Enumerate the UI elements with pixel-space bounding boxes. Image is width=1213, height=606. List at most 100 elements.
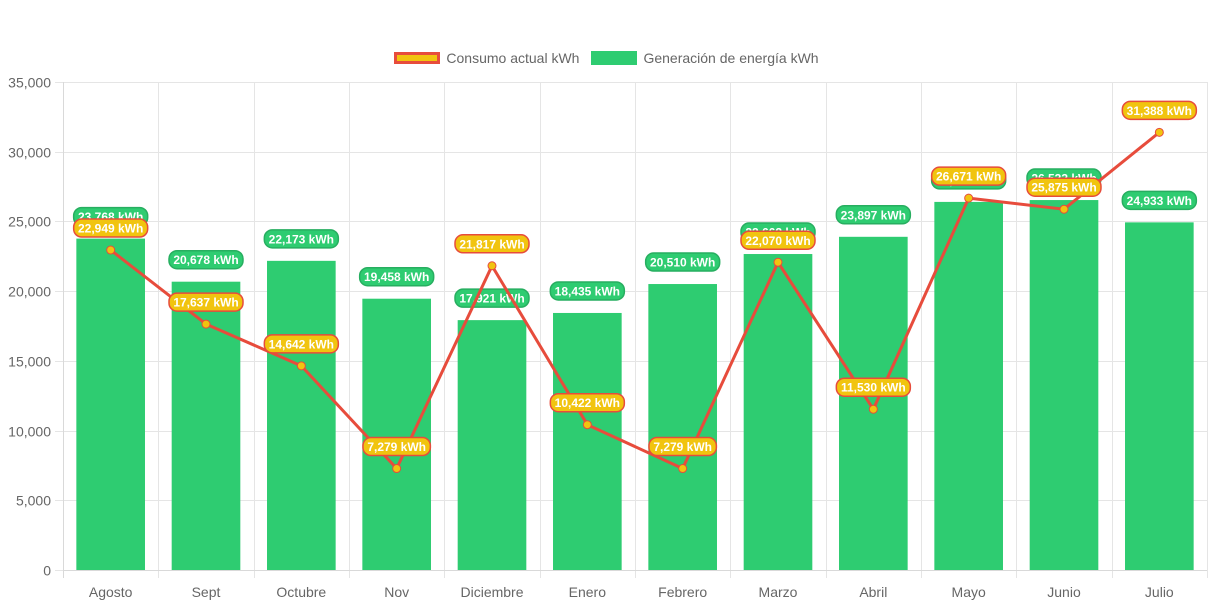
point-consumo bbox=[678, 464, 688, 474]
legend-item-consumo[interactable]: Consumo actual kWh bbox=[394, 50, 579, 66]
point-consumo bbox=[773, 257, 783, 267]
line-data-label-box bbox=[454, 234, 530, 254]
legend-label-consumo: Consumo actual kWh bbox=[446, 50, 580, 66]
line-data-label: 26,671 kWh bbox=[930, 166, 1007, 186]
point-consumo bbox=[1059, 204, 1069, 214]
bar-data-label: 20,678 kWh bbox=[168, 249, 244, 270]
bar-data-label-text: 20,678 kWh bbox=[173, 253, 238, 267]
bar-data-label-box bbox=[263, 229, 340, 249]
bar-data-label-text: 18,435 kWh bbox=[555, 284, 620, 298]
line-data-label-text: 25,875 kWh bbox=[1031, 181, 1096, 195]
line-data-label-text: 22,070 kWh bbox=[745, 234, 810, 248]
point-consumo bbox=[487, 261, 497, 271]
y-tick-label: 20,000 bbox=[8, 284, 51, 300]
point-consumo bbox=[582, 420, 592, 430]
bar-generacion bbox=[171, 281, 241, 570]
line-data-label: 21,817 kWh bbox=[454, 234, 530, 254]
line-data-label-text: 26,671 kWh bbox=[936, 170, 1001, 184]
line-data-label-box bbox=[930, 166, 1007, 186]
bar-generacion bbox=[362, 298, 431, 570]
line-data-label-box bbox=[549, 392, 626, 413]
legend-item-generacion[interactable]: Generación de energía kWh bbox=[591, 50, 819, 66]
line-data-label-text: 10,422 kWh bbox=[555, 396, 620, 410]
bar-data-label: 20,510 kWh bbox=[644, 252, 721, 272]
point-consumo bbox=[392, 464, 402, 474]
y-tick-label: 10,000 bbox=[8, 424, 51, 440]
line-data-label-box bbox=[1026, 177, 1102, 197]
line-data-label: 22,070 kWh bbox=[740, 230, 816, 251]
line-data-label: 31,388 kWh bbox=[1121, 100, 1198, 121]
bar-data-label: 19,458 kWh bbox=[358, 266, 435, 287]
line-data-label: 7,279 kWh bbox=[648, 436, 718, 457]
bar-data-label-text: 19,458 kWh bbox=[364, 270, 429, 284]
bar-data-label-text: 20,510 kWh bbox=[650, 256, 715, 270]
line-data-label-text: 22,949 kWh bbox=[78, 222, 143, 236]
bar-generacion bbox=[267, 260, 336, 570]
line-data-label: 14,642 kWh bbox=[263, 334, 340, 354]
bar-data-label: 23,897 kWh bbox=[835, 205, 912, 225]
legend-swatch-generacion bbox=[591, 51, 638, 65]
line-data-label-box bbox=[168, 292, 244, 312]
bar-generacion bbox=[743, 254, 813, 570]
bar-generacion bbox=[457, 320, 527, 570]
bar-data-label-text: 22,173 kWh bbox=[269, 232, 334, 246]
x-tick-label: Abril bbox=[859, 584, 887, 600]
x-tick-label: Mayo bbox=[952, 584, 986, 600]
x-tick-label: Diciembre bbox=[460, 584, 523, 600]
y-tick-label: 5,000 bbox=[16, 493, 51, 509]
point-consumo bbox=[964, 193, 974, 203]
x-tick-label: Junio bbox=[1047, 584, 1081, 600]
x-tick-label: Sept bbox=[192, 584, 221, 600]
bar-data-label-box bbox=[644, 252, 721, 272]
point-consumo bbox=[1154, 127, 1164, 137]
line-data-label: 22,949 kWh bbox=[72, 218, 149, 238]
bar-data-label-box bbox=[549, 281, 626, 301]
bar-generacion bbox=[1125, 222, 1194, 571]
bar-generacion bbox=[553, 312, 622, 570]
x-tick-label: Febrero bbox=[658, 584, 707, 600]
x-tick-label: Julio bbox=[1145, 584, 1174, 600]
bar-data-label-box bbox=[168, 249, 244, 270]
point-consumo bbox=[106, 245, 116, 255]
line-data-label: 11,530 kWh bbox=[835, 377, 912, 397]
x-tick-label: Octubre bbox=[276, 584, 326, 600]
bar-data-label-text: 23,897 kWh bbox=[841, 208, 906, 222]
line-data-label-box bbox=[740, 230, 816, 251]
legend-swatch-consumo bbox=[394, 52, 441, 64]
x-tick-label: Marzo bbox=[759, 584, 798, 600]
line-data-label-text: 7,279 kWh bbox=[653, 440, 712, 454]
line-data-label-box bbox=[835, 377, 912, 397]
line-data-label-box bbox=[1121, 100, 1198, 121]
line-data-label-box bbox=[72, 218, 149, 238]
bar-data-label: 24,933 kWh bbox=[1121, 190, 1198, 211]
line-data-label-text: 7,279 kWh bbox=[367, 440, 426, 454]
line-consumo bbox=[109, 131, 1161, 472]
y-tick-label: 35,000 bbox=[8, 75, 51, 91]
point-consumo bbox=[868, 404, 878, 414]
x-tick-label: Nov bbox=[384, 584, 409, 600]
line-data-label-text: 31,388 kWh bbox=[1127, 104, 1192, 118]
line-data-label-text: 21,817 kWh bbox=[459, 237, 524, 251]
bar-data-label-box bbox=[1121, 190, 1198, 211]
line-data-label: 10,422 kWh bbox=[549, 392, 626, 413]
y-tick-label: 25,000 bbox=[8, 214, 51, 230]
bar-generacion bbox=[934, 201, 1003, 570]
y-tick-label: 15,000 bbox=[8, 354, 51, 370]
legend-label-generacion: Generación de energía kWh bbox=[643, 50, 819, 66]
bar-data-label-box bbox=[358, 266, 435, 287]
bar-data-label: 22,173 kWh bbox=[263, 229, 340, 249]
bar-generacion bbox=[1029, 200, 1099, 570]
bar-data-label-text: 24,933 kWh bbox=[1127, 194, 1192, 208]
line-data-label-box bbox=[263, 334, 340, 354]
bar-data-label-box bbox=[835, 205, 912, 225]
x-tick-label: Enero bbox=[569, 584, 607, 600]
line-data-label: 7,279 kWh bbox=[362, 436, 432, 457]
point-consumo bbox=[296, 361, 306, 371]
bar-data-label: 18,435 kWh bbox=[549, 281, 626, 301]
line-data-label-text: 17,637 kWh bbox=[173, 296, 238, 310]
line-data-label: 17,637 kWh bbox=[168, 292, 244, 312]
bar-generacion bbox=[76, 238, 145, 570]
x-tick-label: Agosto bbox=[89, 584, 133, 600]
line-data-label: 25,875 kWh bbox=[1026, 177, 1102, 197]
